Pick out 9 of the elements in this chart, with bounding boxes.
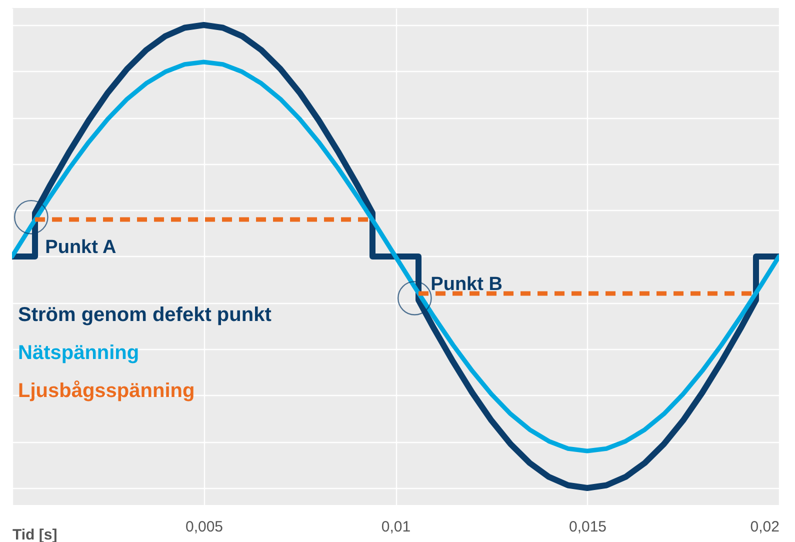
x-tick-label: 0,015 <box>568 518 607 536</box>
x-tick-label: 0,005 <box>185 518 224 536</box>
x-tick-label: 0,02 <box>750 518 780 536</box>
annotation: Punkt B <box>430 274 502 296</box>
text: Ström genom defekt punkt <box>18 304 272 326</box>
annotation: Punkt A <box>45 237 117 258</box>
text: Ljusbågsspänning <box>18 380 195 402</box>
x-tick-label: 0,01 <box>381 518 411 536</box>
text: Nätspänning <box>18 342 140 364</box>
